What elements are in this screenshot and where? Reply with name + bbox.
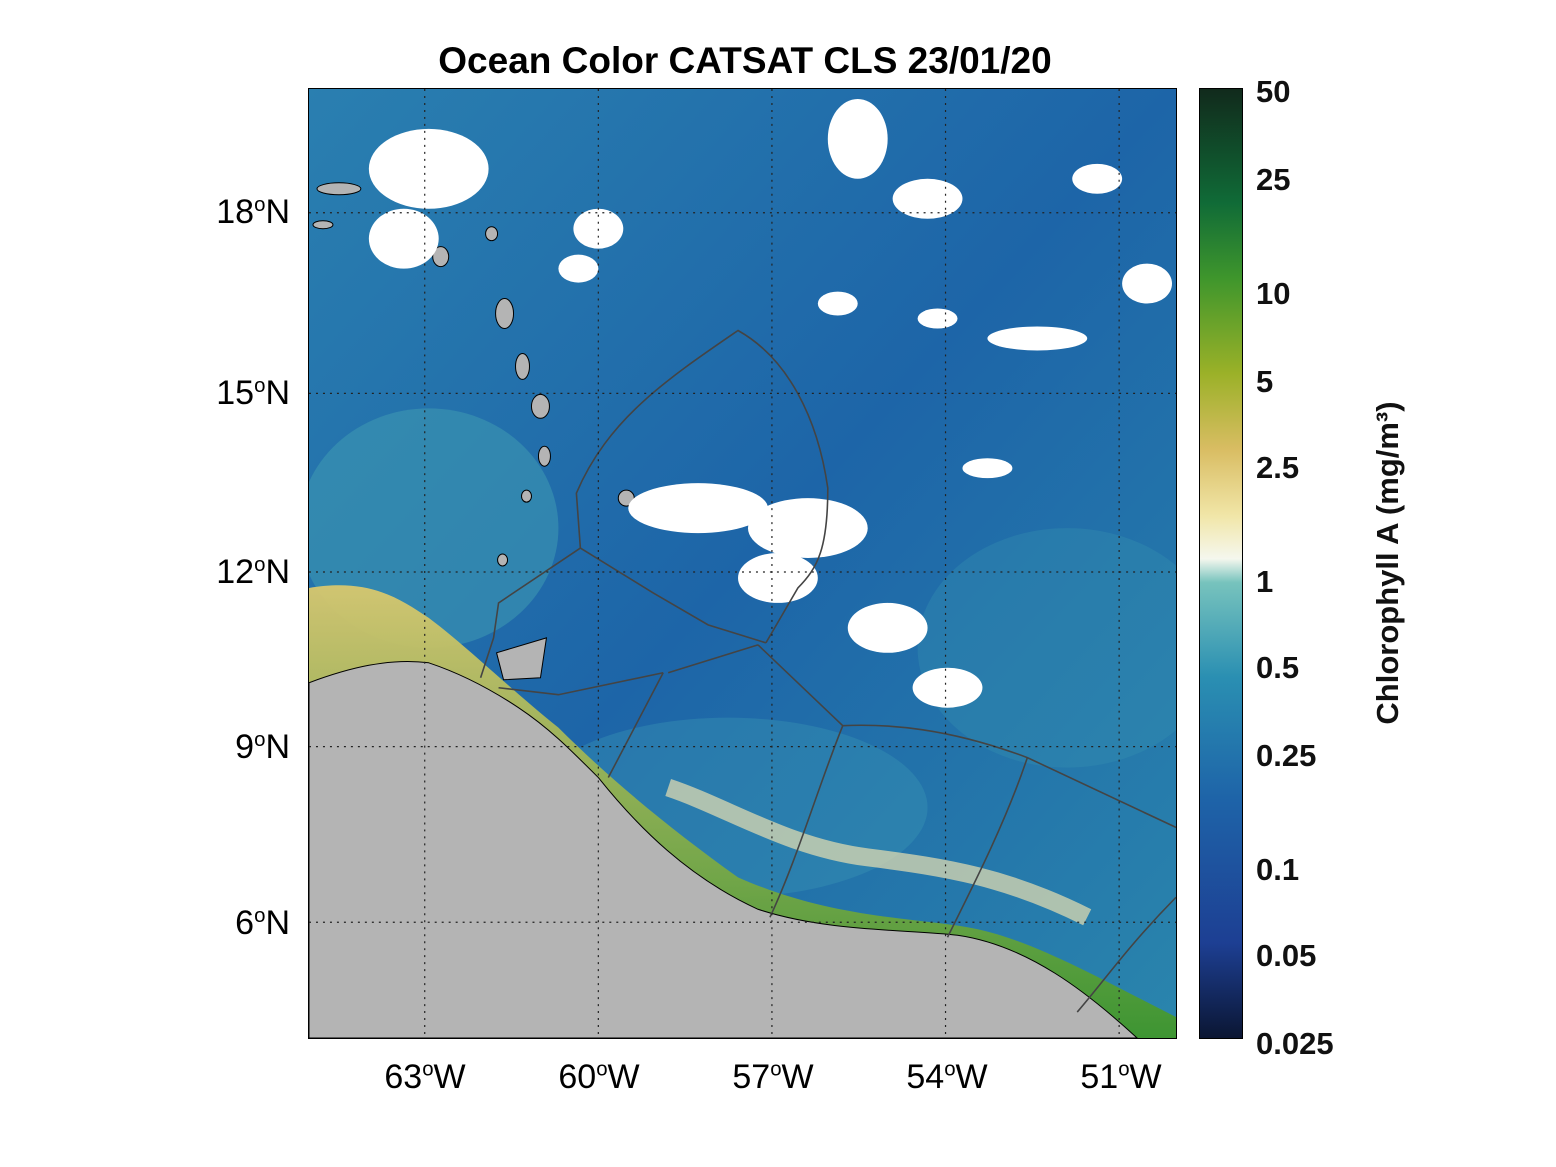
colorbar-tick: 25 [1256, 162, 1291, 197]
lat-label-9n: 9oN [235, 728, 290, 767]
lon-label-51w: 51oW [1080, 1058, 1162, 1096]
map-canvas [309, 89, 1176, 1038]
colorbar-tick: 0.05 [1256, 938, 1317, 973]
lat-label-12n: 12oN [216, 553, 290, 592]
maritime-boundaries [479, 329, 1176, 1013]
lat-label-15n: 15oN [216, 374, 290, 413]
gridlines [309, 89, 1176, 1038]
lat-label-6n: 6oN [235, 904, 290, 943]
lon-label-60w: 60oW [558, 1058, 640, 1096]
colorbar-tick: 5 [1256, 364, 1274, 399]
colorbar-label: Chlorophyll A (mg/m³) [1370, 401, 1405, 725]
lesser-antilles [312, 182, 635, 567]
colorbar-tick: 0.25 [1256, 738, 1317, 773]
colorbar-tick: 50 [1256, 74, 1291, 109]
lon-label-54w: 54oW [906, 1058, 988, 1096]
colorbar-tick: 1 [1256, 564, 1274, 599]
map-title: Ocean Color CATSAT CLS 23/01/20 [438, 40, 1052, 81]
colorbar-tick: 0.5 [1256, 650, 1300, 685]
coastal-pale-band [665, 779, 1092, 926]
colorbar-tick: 10 [1256, 276, 1291, 311]
ocean-eddy [917, 528, 1176, 768]
lon-label-63w: 63oW [384, 1058, 466, 1096]
lon-label-57w: 57oW [732, 1058, 814, 1096]
trinidad-island [495, 637, 548, 681]
lat-label-18n: 18oN [216, 193, 290, 232]
colorbar-tick: 0.025 [1256, 1026, 1334, 1061]
chlorophyll-map [308, 88, 1177, 1039]
colorbar [1199, 88, 1243, 1039]
colorbar-tick: 2.5 [1256, 450, 1300, 485]
cloud-mask [368, 98, 1173, 708]
south-america-land [309, 660, 1138, 1038]
ocean-eddy [309, 408, 559, 648]
colorbar-tick: 0.1 [1256, 852, 1300, 887]
